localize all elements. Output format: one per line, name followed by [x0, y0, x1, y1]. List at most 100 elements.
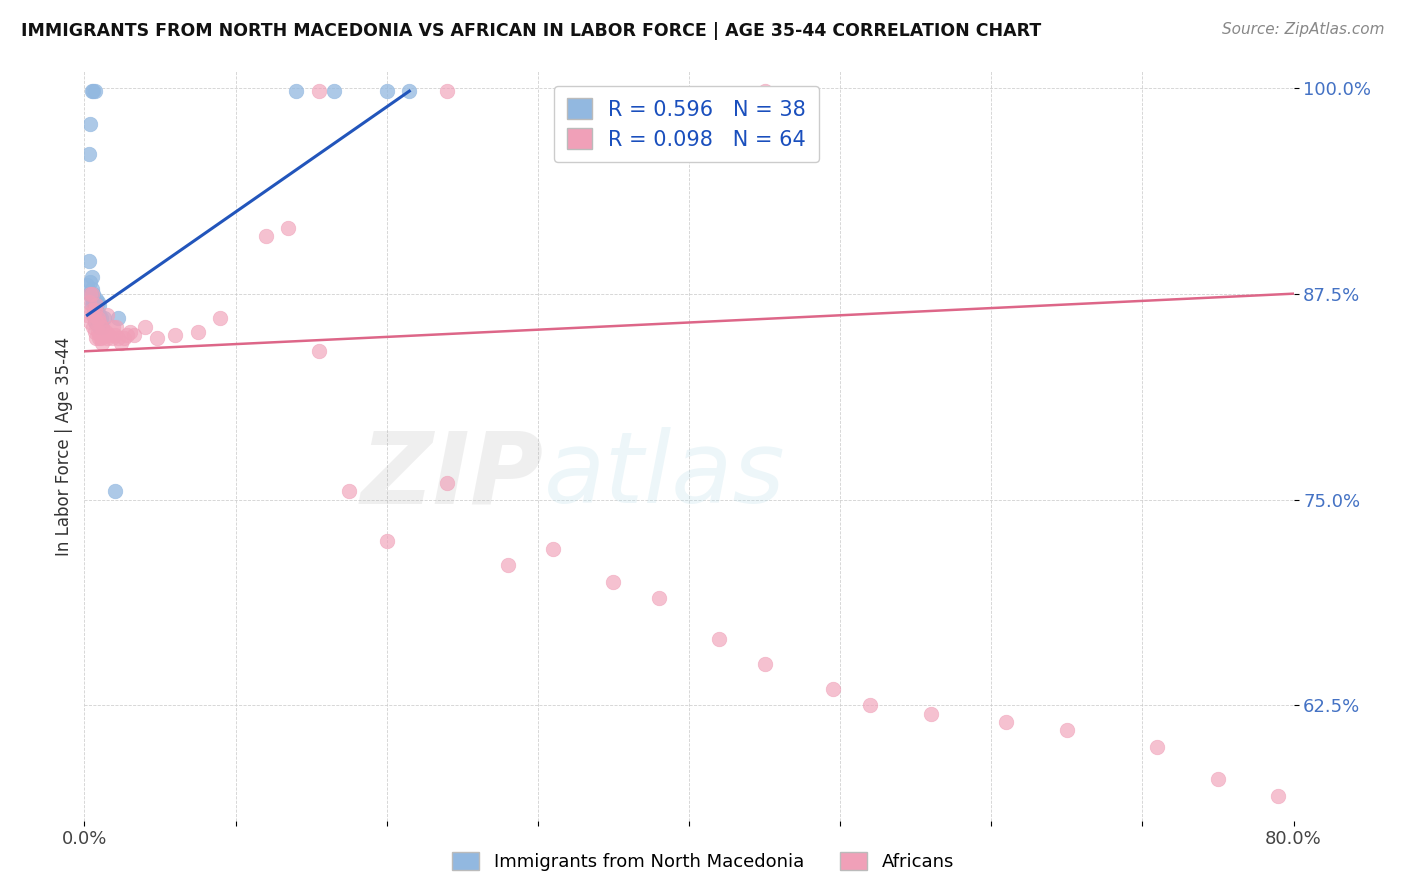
Point: [1056, 723, 1078, 737]
Point: [104, 484, 127, 499]
Point: [146, 331, 169, 345]
Point: [337, 484, 360, 499]
Text: atlas: atlas: [544, 427, 786, 524]
Point: [87, 325, 110, 339]
Point: [76, 308, 98, 322]
Point: [79, 286, 101, 301]
Point: [1146, 739, 1168, 754]
Point: [79, 315, 101, 329]
Point: [79, 117, 101, 131]
Point: [398, 84, 420, 98]
Legend: Immigrants from North Macedonia, Africans: Immigrants from North Macedonia, African…: [444, 845, 962, 879]
Point: [80, 84, 103, 98]
Point: [209, 311, 232, 326]
Point: [104, 327, 127, 342]
Point: [87, 294, 110, 309]
Point: [84, 325, 107, 339]
Point: [100, 331, 122, 345]
Point: [80, 303, 103, 318]
Point: [87, 311, 110, 326]
Point: [82, 319, 104, 334]
Point: [254, 229, 277, 244]
Point: [86, 311, 108, 326]
Point: [285, 84, 308, 98]
Point: [602, 574, 624, 589]
Point: [84, 303, 107, 318]
Point: [89, 315, 111, 329]
Point: [82, 308, 104, 322]
Point: [920, 706, 942, 721]
Point: [94, 325, 117, 339]
Point: [82, 84, 104, 98]
Point: [101, 319, 124, 334]
Point: [89, 319, 111, 334]
Point: [754, 84, 776, 98]
Y-axis label: In Labor Force | Age 35-44: In Labor Force | Age 35-44: [55, 336, 73, 556]
Point: [754, 657, 776, 672]
Point: [90, 331, 112, 345]
Text: Source: ZipAtlas.com: Source: ZipAtlas.com: [1222, 22, 1385, 37]
Point: [87, 306, 110, 320]
Point: [118, 325, 141, 339]
Point: [1206, 772, 1229, 787]
Point: [80, 286, 103, 301]
Point: [308, 344, 330, 359]
Legend: R = 0.596   N = 38, R = 0.098   N = 64: R = 0.596 N = 38, R = 0.098 N = 64: [554, 86, 818, 162]
Point: [91, 319, 114, 334]
Point: [86, 331, 108, 345]
Point: [93, 327, 115, 342]
Point: [105, 319, 128, 334]
Point: [122, 327, 145, 342]
Point: [308, 84, 330, 98]
Point: [80, 292, 103, 306]
Point: [821, 681, 844, 696]
Point: [86, 303, 108, 318]
Point: [82, 286, 104, 301]
Point: [375, 84, 398, 98]
Point: [322, 84, 344, 98]
Point: [90, 319, 112, 334]
Point: [91, 336, 114, 351]
Point: [80, 282, 103, 296]
Point: [90, 311, 112, 326]
Point: [107, 331, 129, 345]
Text: IMMIGRANTS FROM NORTH MACEDONIA VS AFRICAN IN LABOR FORCE | AGE 35-44 CORRELATIO: IMMIGRANTS FROM NORTH MACEDONIA VS AFRIC…: [21, 22, 1042, 40]
Point: [648, 591, 671, 606]
Point: [110, 336, 132, 351]
Point: [84, 84, 107, 98]
Point: [112, 331, 135, 345]
Point: [87, 315, 110, 329]
Point: [77, 253, 100, 268]
Text: ZIP: ZIP: [361, 427, 544, 524]
Point: [79, 286, 101, 301]
Point: [859, 698, 882, 713]
Point: [86, 298, 108, 312]
Point: [187, 325, 209, 339]
Point: [77, 294, 100, 309]
Point: [82, 294, 104, 309]
Point: [496, 558, 519, 573]
Point: [96, 331, 118, 345]
Point: [80, 298, 103, 312]
Point: [709, 632, 731, 647]
Point: [436, 476, 458, 491]
Point: [84, 315, 107, 329]
Point: [97, 327, 120, 342]
Point: [84, 303, 107, 318]
Point: [93, 311, 115, 326]
Point: [277, 220, 299, 235]
Point: [1267, 789, 1289, 803]
Point: [89, 331, 111, 345]
Point: [90, 319, 112, 334]
Point: [134, 319, 156, 334]
Point: [89, 308, 111, 322]
Point: [82, 308, 104, 322]
Point: [91, 319, 114, 334]
Point: [115, 327, 138, 342]
Point: [76, 278, 98, 293]
Point: [79, 275, 101, 289]
Point: [86, 292, 108, 306]
Point: [541, 541, 564, 556]
Point: [86, 315, 108, 329]
Point: [436, 84, 458, 98]
